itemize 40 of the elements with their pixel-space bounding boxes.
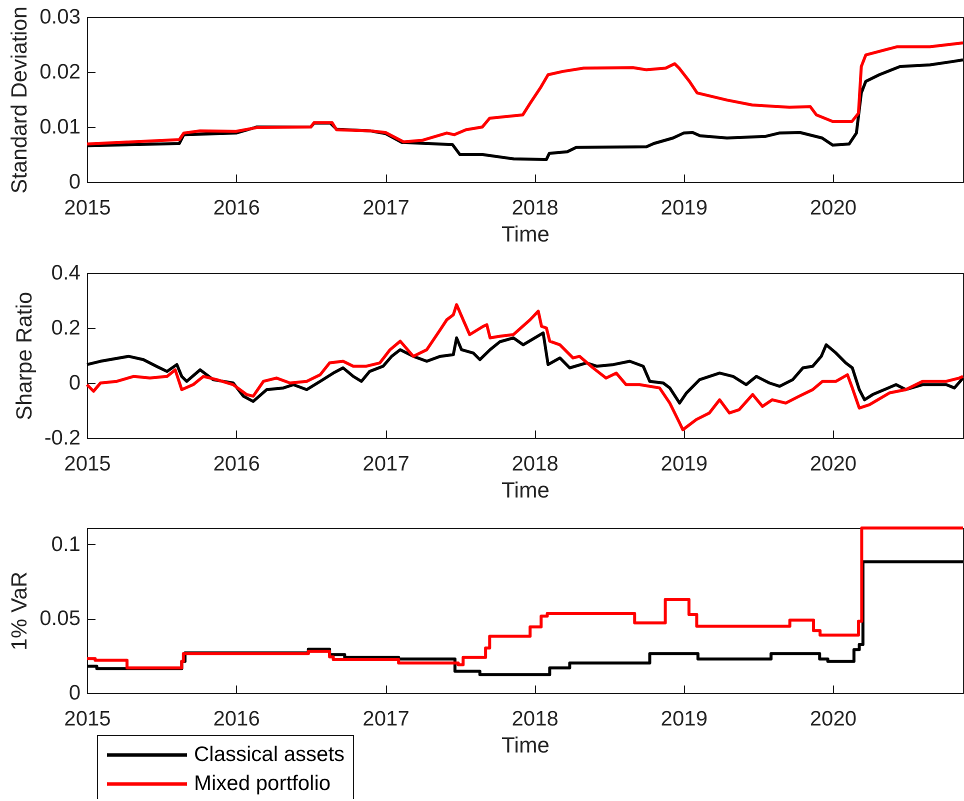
- y-tick-label: 0.03: [40, 6, 80, 28]
- y-tick-label: -0.2: [44, 426, 80, 450]
- y-tick-label: 0: [68, 170, 80, 194]
- x-tick-label: 2016: [213, 452, 260, 476]
- y-tick-label: 0.01: [40, 116, 80, 138]
- x-tick-label: 2015: [64, 452, 111, 476]
- line-series: [86, 303, 964, 432]
- x-axis-title: Time: [501, 478, 550, 502]
- x-axis-title: Time: [501, 732, 550, 758]
- legend-label: Classical assets: [194, 743, 345, 766]
- x-tick-label: 2018: [512, 708, 558, 730]
- y-axis-title: Standard Deviation: [6, 6, 32, 194]
- y-tick-label: 0.1: [51, 532, 80, 556]
- x-tick-label: 2018: [512, 452, 558, 476]
- x-tick-label: 2020: [810, 452, 857, 476]
- x-tick-label: 2019: [660, 708, 708, 730]
- x-tick-label: 2017: [362, 196, 410, 220]
- y-axis-title: Sharpe Ratio: [11, 292, 36, 420]
- x-tick-label: 2018: [512, 196, 558, 220]
- line-series: [86, 331, 964, 405]
- x-tick-label: 2016: [213, 196, 260, 220]
- x-tick-label: 2020: [810, 708, 857, 730]
- legend-label: Mixed portfolio: [194, 772, 331, 795]
- y-tick-label: 0.02: [40, 60, 80, 84]
- y-tick-label: 0.05: [40, 607, 80, 630]
- x-tick-label: 2020: [810, 196, 857, 220]
- y-tick-label: 0.2: [51, 316, 80, 340]
- x-tick-label: 2015: [64, 708, 111, 730]
- y-tick-label: 0: [68, 372, 80, 394]
- x-tick-label: 2017: [362, 452, 410, 476]
- x-tick-label: 2016: [213, 708, 260, 730]
- y-tick-label: 0.4: [51, 262, 81, 284]
- x-tick-label: 2017: [362, 708, 410, 730]
- x-tick-label: 2019: [660, 196, 708, 220]
- y-tick-label: 0: [68, 682, 80, 704]
- x-axis-title: Time: [501, 222, 550, 246]
- x-tick-label: 2015: [64, 196, 111, 220]
- y-axis-title: 1% VaR: [6, 571, 32, 651]
- line-series: [86, 41, 964, 146]
- x-tick-label: 2019: [660, 452, 708, 476]
